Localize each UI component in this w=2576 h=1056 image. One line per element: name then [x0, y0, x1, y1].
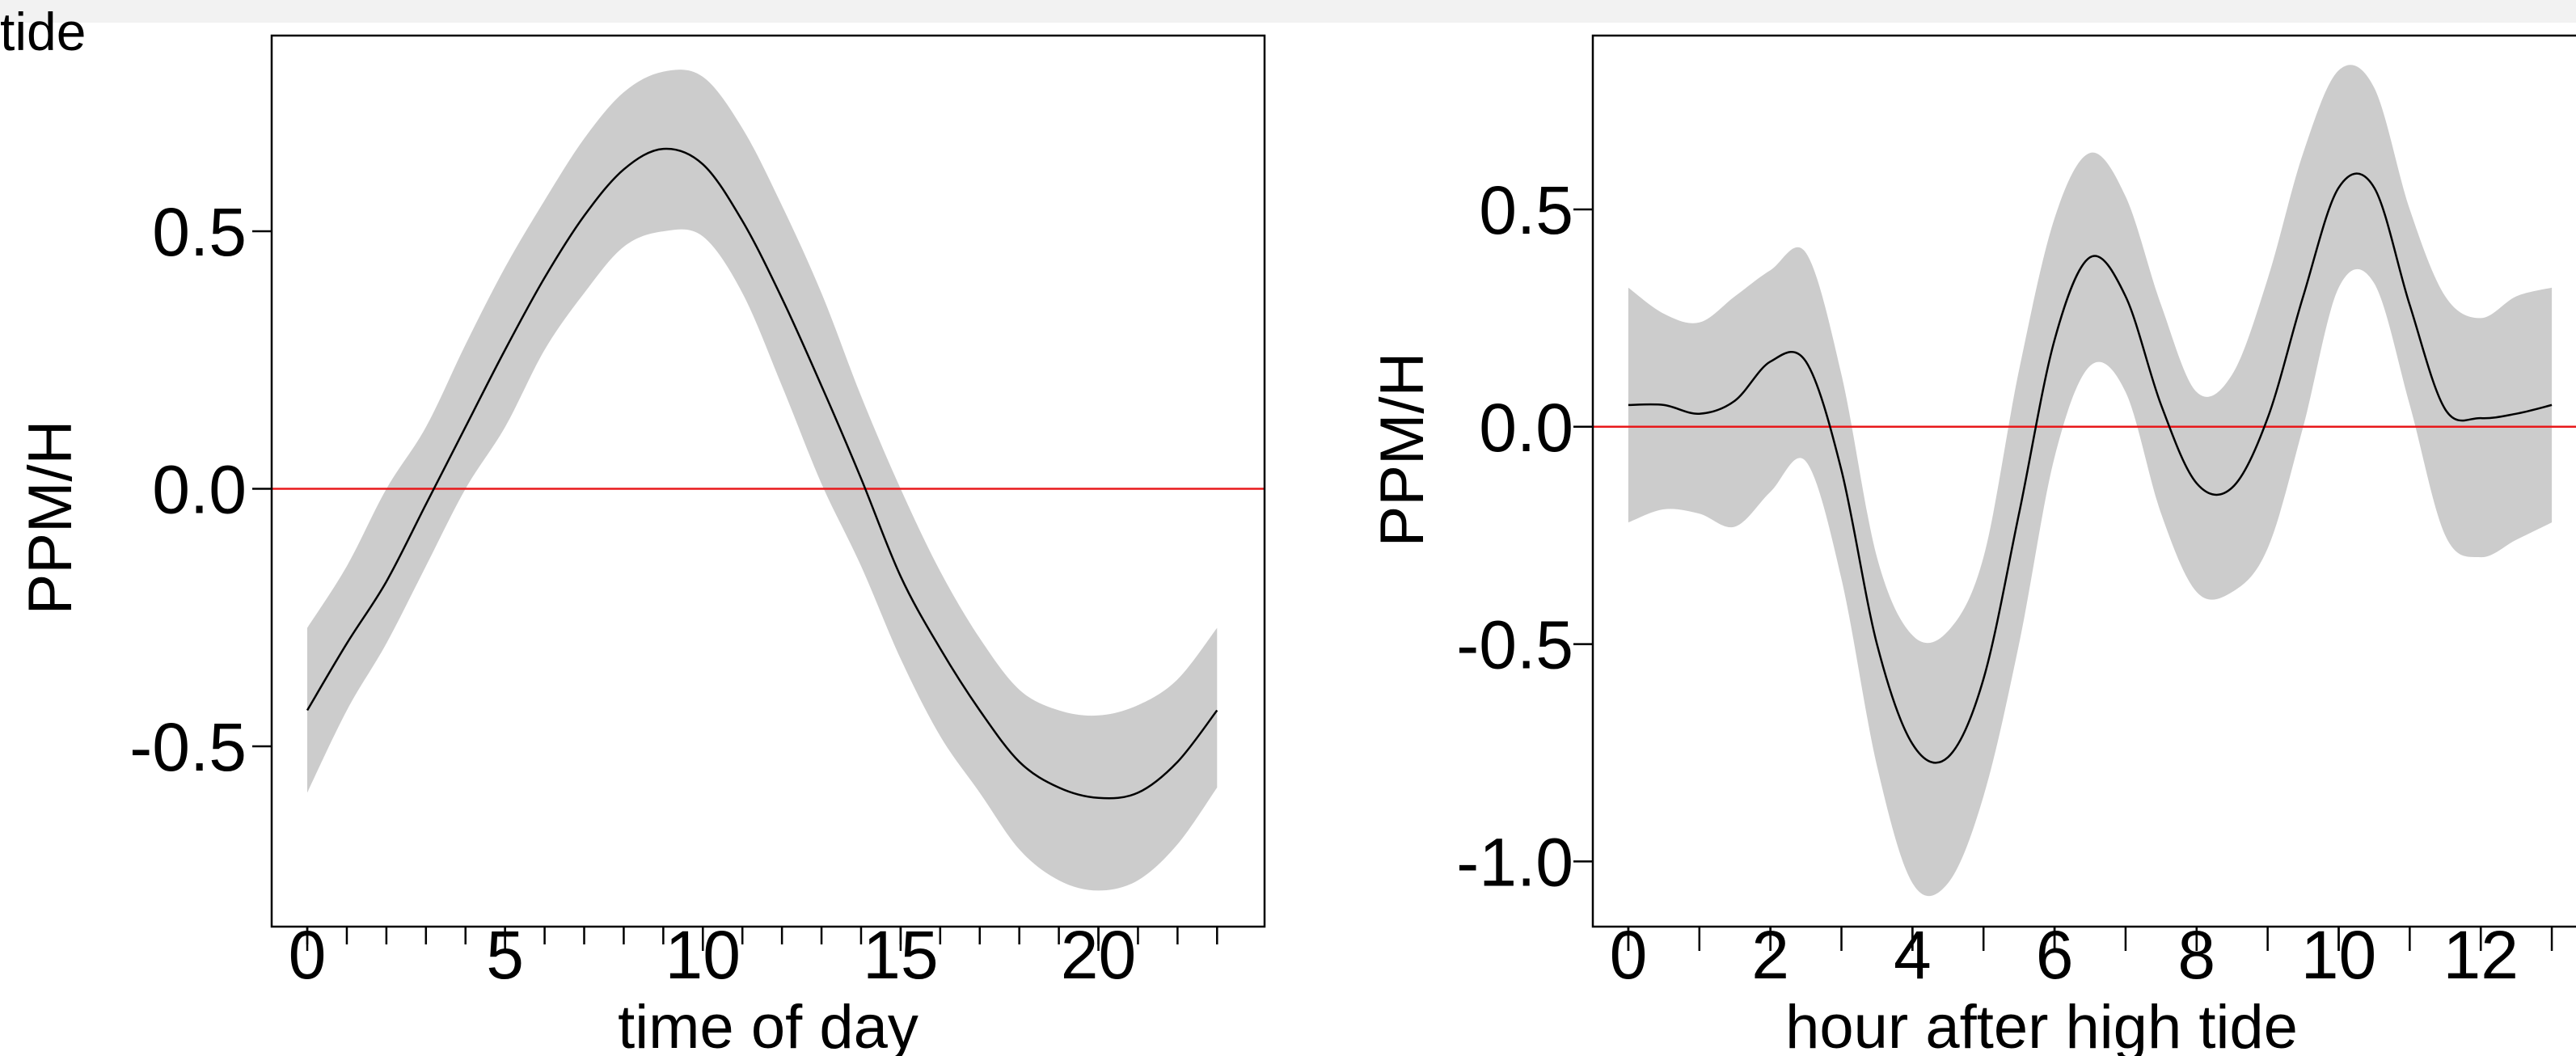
x-tick-label: 10: [665, 917, 741, 993]
y-tick-label: 0.5: [152, 194, 247, 270]
y-tick-label: 0.5: [1479, 172, 1573, 248]
x-tick-label: 20: [1061, 917, 1136, 993]
y-tick-label: -0.5: [1456, 607, 1573, 683]
x-tick-label: 15: [863, 917, 938, 993]
x-tick-label: 0: [289, 917, 327, 993]
y-tick-label: 0.0: [1479, 390, 1573, 466]
x-tick-label: 10: [2301, 917, 2376, 993]
chart-daily: 0 5 10 15 20 -0.5 0.0 0.5 time of day PPM/H: [16, 34, 1266, 1056]
y-axis-title: PPM/H: [1368, 353, 1437, 547]
plot-frame: [1591, 34, 2576, 928]
x-tick-label: 4: [1894, 917, 1932, 993]
x-tick-label: 0: [1610, 917, 1648, 993]
chart-tidal: 0 2 4 6 8 10 12 -1.0 -0.5 0.0 0.5 hour after high t…: [1368, 34, 2576, 1056]
cropped-title-fragment: tide: [0, 2, 87, 61]
x-tick-label: 8: [2177, 917, 2215, 993]
x-axis-title: hour after high tide: [1785, 993, 2298, 1056]
top-bar: [0, 0, 2576, 23]
x-tick-label: 2: [1751, 917, 1789, 993]
confidence-band: [307, 70, 1218, 891]
x-tick-label: 6: [2036, 917, 2074, 993]
y-tick-label: -0.5: [129, 709, 247, 785]
confidence-band: [1628, 65, 2553, 897]
x-tick-label: 12: [2443, 917, 2518, 993]
x-axis-title: time of day: [618, 993, 918, 1056]
y-tick-label: 0.0: [152, 452, 247, 528]
plot-frame: [270, 34, 1266, 928]
estimate-line: [306, 147, 1218, 800]
x-tick-label: 5: [486, 917, 524, 993]
estimate-line: [1628, 172, 2553, 764]
y-tick-label: -1.0: [1456, 824, 1573, 900]
y-axis-title: PPM/H: [16, 420, 85, 615]
